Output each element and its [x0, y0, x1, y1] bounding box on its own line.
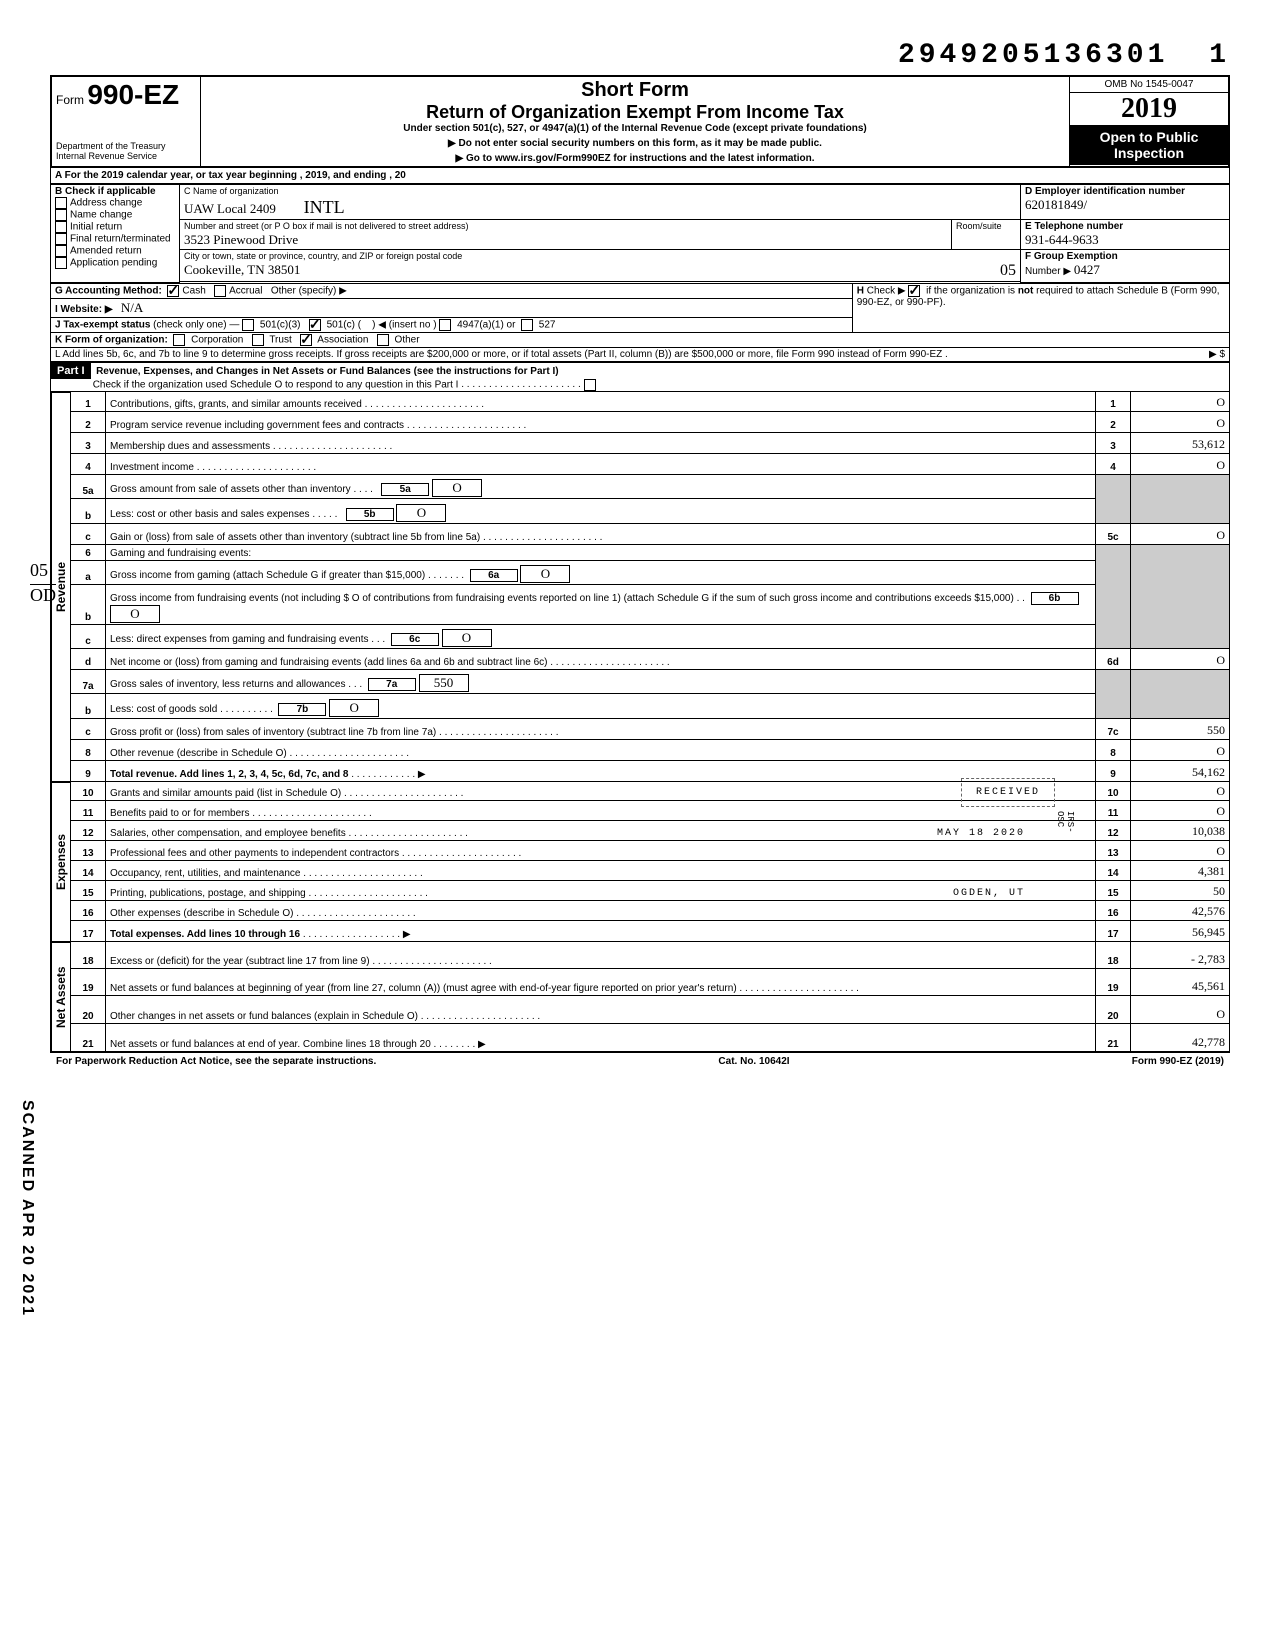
- name-change: Name change: [70, 210, 132, 221]
- box-d-label: D Employer identification number: [1025, 186, 1185, 197]
- short-form-title: Short Form: [205, 79, 1065, 102]
- street-value: 3523 Pinewood Drive: [184, 232, 298, 247]
- line-4: Investment income: [106, 454, 1096, 475]
- scanned-stamp-side: SCANNED APR 20 2021: [18, 1100, 36, 1317]
- form-number: 990-EZ: [87, 79, 179, 110]
- expenses-side-label: Expenses: [51, 782, 71, 942]
- line-6c: Less: direct expenses from gaming and fu…: [110, 634, 368, 645]
- box-f-label2: Number ▶: [1025, 266, 1071, 277]
- form-prefix: Form: [56, 93, 84, 107]
- line-13: Professional fees and other payments to …: [106, 841, 1096, 861]
- revenue-side-label: Revenue: [51, 392, 71, 782]
- accrual-label: Accrual: [229, 285, 262, 296]
- no-ssn-line: ▶ Do not enter social security numbers o…: [205, 138, 1065, 149]
- dln-number: 2949205136301: [898, 40, 1168, 71]
- line-l: L Add lines 5b, 6c, and 7b to line 9 to …: [55, 349, 948, 360]
- city-value: Cookeville, TN 38501: [184, 262, 300, 277]
- line-16: Other expenses (describe in Schedule O): [106, 901, 1096, 921]
- room-label: Room/suite: [956, 221, 1002, 231]
- stamp-ogden: OGDEN, UT: [953, 888, 1025, 899]
- addr-change: Address change: [70, 198, 142, 209]
- line-5b: Less: cost or other basis and sales expe…: [110, 509, 310, 520]
- cat-no: Cat. No. 10642I: [718, 1056, 789, 1067]
- form-footer: Form 990-EZ (2019): [1132, 1056, 1224, 1067]
- return-title: Return of Organization Exempt From Incom…: [205, 102, 1065, 123]
- other-specify: Other (specify) ▶: [271, 285, 347, 296]
- open-public: Open to Public: [1074, 129, 1224, 145]
- line-1: Contributions, gifts, grants, and simila…: [106, 392, 1096, 412]
- stamp-date: MAY 18 2020: [937, 828, 1025, 839]
- line-18: Excess or (deficit) for the year (subtra…: [106, 942, 1096, 969]
- line-5a: Gross amount from sale of assets other t…: [110, 484, 351, 495]
- stamp-irs: IRS-OSC: [1055, 811, 1075, 840]
- line-a: A For the 2019 calendar year, or tax yea…: [50, 168, 1230, 184]
- pra-notice: For Paperwork Reduction Act Notice, see …: [56, 1056, 376, 1067]
- line-8: Other revenue (describe in Schedule O): [106, 739, 1096, 760]
- tax-year: 2019: [1070, 93, 1228, 125]
- phone-value: 931-644-9633: [1025, 232, 1099, 247]
- line-6d: Net income or (loss) from gaming and fun…: [106, 649, 1096, 670]
- line-7b: Less: cost of goods sold: [110, 704, 217, 715]
- line-2: Program service revenue including govern…: [106, 412, 1096, 433]
- inspection: Inspection: [1074, 145, 1224, 161]
- line-g-label: G Accounting Method:: [55, 285, 162, 296]
- line-i-label: I Website: ▶: [55, 304, 113, 315]
- line-6b: Gross income from fundraising events (no…: [110, 593, 1014, 604]
- cash-label: Cash: [182, 285, 205, 296]
- ein-value: 620181849/: [1025, 197, 1087, 212]
- line-3: Membership dues and assessments: [106, 433, 1096, 454]
- line-21: Net assets or fund balances at end of ye…: [110, 1039, 431, 1050]
- city-suffix: 05: [1000, 262, 1016, 280]
- website-value: N/A: [121, 300, 143, 315]
- dln-suffix: 1: [1209, 40, 1230, 71]
- line-19: Net assets or fund balances at beginning…: [106, 968, 1096, 996]
- initial-return: Initial return: [70, 222, 122, 233]
- dept-treasury: Department of the Treasury: [56, 141, 196, 151]
- line-9: Total revenue. Add lines 1, 2, 3, 4, 5c,…: [110, 769, 348, 780]
- final-return: Final return/terminated: [70, 234, 171, 245]
- box-f-label: F Group Exemption: [1025, 251, 1118, 262]
- line-11: Benefits paid to or for members: [106, 801, 1096, 821]
- line-l-arrow: ▶ $: [1209, 349, 1225, 360]
- org-name: UAW Local 2409: [184, 201, 276, 216]
- line-17: Total expenses. Add lines 10 through 16: [110, 929, 300, 940]
- line-10: Grants and similar amounts paid (list in…: [110, 788, 463, 799]
- box-b-label: B Check if applicable: [55, 186, 156, 197]
- line-6a: Gross income from gaming (attach Schedul…: [110, 570, 425, 581]
- line-15: Printing, publications, postage, and shi…: [110, 888, 428, 899]
- line-20: Other changes in net assets or fund bala…: [106, 996, 1096, 1024]
- amended-return: Amended return: [70, 246, 142, 257]
- city-label: City or town, state or province, country…: [184, 251, 462, 261]
- under-section: Under section 501(c), 527, or 4947(a)(1)…: [205, 123, 1065, 134]
- line-6: Gaming and fundraising events:: [106, 544, 1096, 560]
- box-c-label: C Name of organization: [184, 186, 279, 196]
- netassets-side-label: Net Assets: [51, 942, 71, 1052]
- entity-grid: B Check if applicable Address change Nam…: [50, 184, 1230, 283]
- form-header: Form 990-EZ Department of the Treasury I…: [50, 75, 1230, 168]
- part1-header: Part I: [51, 363, 91, 379]
- received-stamp: RECEIVED: [961, 778, 1055, 807]
- org-intl: INTL: [304, 197, 345, 217]
- omb-number: OMB No 1545-0047: [1070, 76, 1230, 93]
- app-pending: Application pending: [70, 258, 157, 269]
- line-7c: Gross profit or (loss) from sales of inv…: [106, 718, 1096, 739]
- group-exemption: 0427: [1074, 262, 1100, 277]
- line-14: Occupancy, rent, utilities, and maintena…: [106, 861, 1096, 881]
- box-e-label: E Telephone number: [1025, 221, 1123, 232]
- line-12: Salaries, other compensation, and employ…: [110, 828, 468, 839]
- goto-line: ▶ Go to www.irs.gov/Form990EZ for instru…: [205, 153, 1065, 164]
- part1-title: Revenue, Expenses, and Changes in Net As…: [96, 366, 559, 377]
- part1-check: Check if the organization used Schedule …: [93, 379, 459, 390]
- line-5c: Gain or (loss) from sale of assets other…: [106, 523, 1096, 544]
- irs-label: Internal Revenue Service: [56, 151, 196, 161]
- line-7a: Gross sales of inventory, less returns a…: [110, 679, 345, 690]
- margin-05: 05: [30, 560, 48, 581]
- street-label: Number and street (or P O box if mail is…: [184, 221, 468, 231]
